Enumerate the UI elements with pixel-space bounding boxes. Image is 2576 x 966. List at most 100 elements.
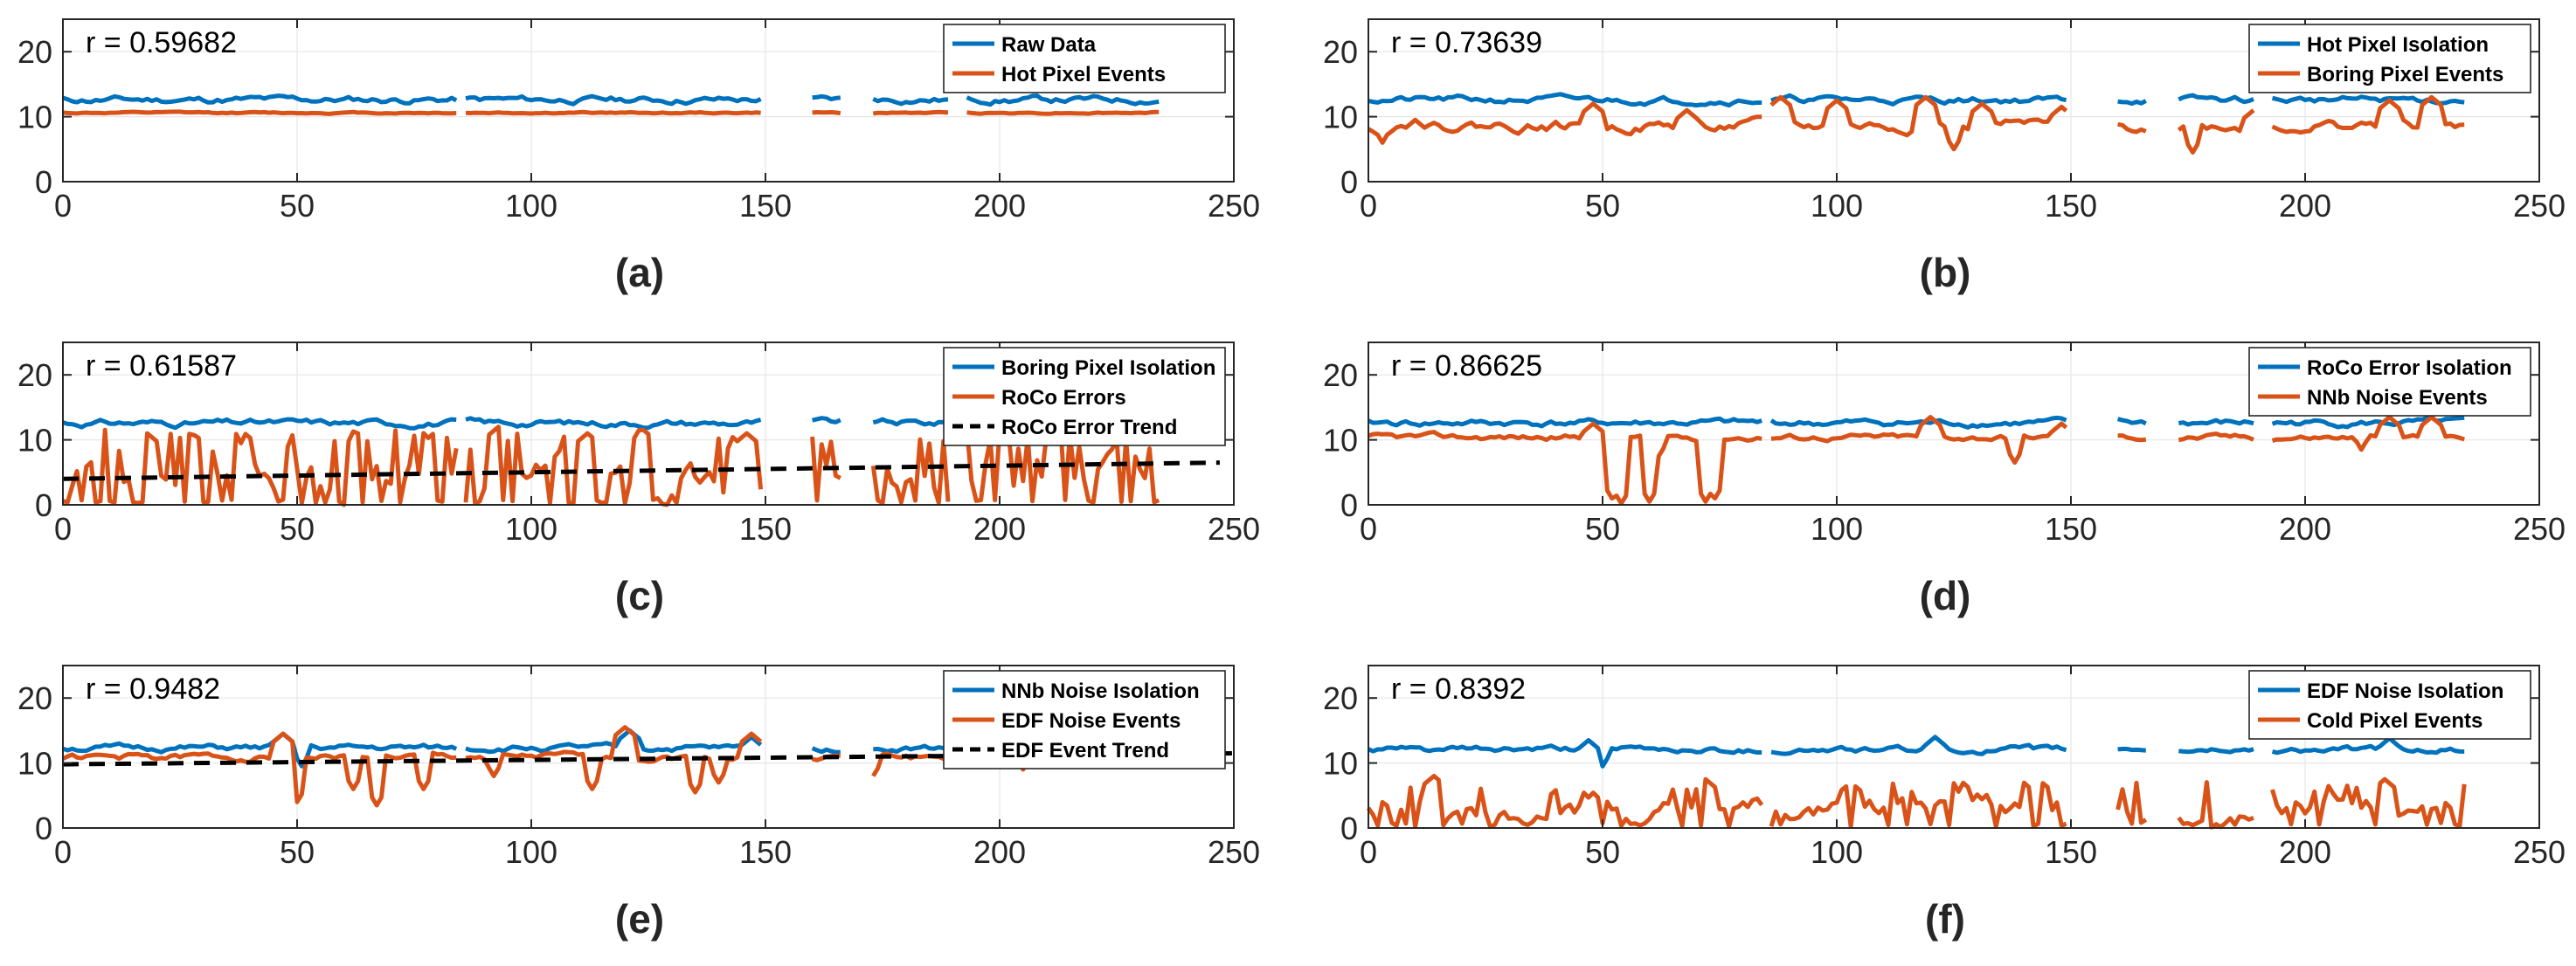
- series-line-2: [1366, 774, 2467, 830]
- panel-caption: (d): [1920, 573, 1971, 618]
- panel-caption: (f): [1925, 896, 1965, 942]
- legend-label: RoCo Error Isolation: [2307, 356, 2512, 380]
- axes-box: [1368, 342, 2540, 506]
- y-tick-label: 10: [17, 100, 52, 135]
- series-line-2: [62, 109, 1160, 116]
- legend-label: Hot Pixel Events: [1001, 63, 1166, 86]
- panel-caption: (a): [615, 250, 664, 295]
- x-tick-label: 100: [505, 834, 557, 870]
- x-tick-label: 200: [2279, 834, 2331, 870]
- correlation-annotation: r = 0.73639: [1391, 26, 1542, 59]
- y-tick-label: 0: [1340, 811, 1358, 846]
- chart-d: 0 50 100 150 200 250 0 10 20 r = 0.86625 RoCo Erro…: [1323, 342, 2566, 618]
- x-tick-label: 100: [1811, 511, 1863, 547]
- x-tick-label: 250: [1208, 188, 1260, 224]
- legend-label: Cold Pixel Events: [2307, 709, 2483, 733]
- panel-caption: (e): [615, 896, 664, 942]
- x-tick-label: 250: [1208, 834, 1260, 870]
- x-tick-label: 150: [739, 188, 792, 224]
- x-tick-label: 150: [2045, 511, 2097, 547]
- y-tick-label: 0: [35, 164, 52, 200]
- axes-box: [62, 342, 1235, 506]
- legend-label: NNb Noise Events: [2307, 386, 2488, 410]
- x-tick-label: 250: [2513, 511, 2566, 547]
- chart-c: 0 50 100 150 200 250 0 10 20 r = 0.61587 Boring Pi…: [17, 342, 1260, 618]
- y-tick-label: 20: [17, 34, 52, 70]
- x-tick-label: 50: [1585, 834, 1620, 870]
- x-tick-label: 150: [739, 511, 792, 547]
- x-tick-label: 150: [2045, 834, 2097, 870]
- x-tick-label: 100: [505, 511, 557, 547]
- x-tick-label: 50: [280, 511, 315, 547]
- y-tick-label: 20: [17, 357, 52, 393]
- correlation-annotation: r = 0.86625: [1391, 349, 1542, 383]
- legend-label: EDF Event Trend: [1001, 739, 1169, 762]
- x-tick-label: 50: [1585, 511, 1620, 547]
- x-tick-label: 200: [2279, 511, 2331, 547]
- y-tick-label: 20: [1323, 680, 1358, 716]
- series-line-2: [1367, 94, 2465, 155]
- y-tick-label: 0: [1340, 487, 1358, 523]
- y-tick-label: 20: [1323, 34, 1358, 70]
- correlation-annotation: r = 0.61587: [86, 349, 237, 383]
- y-tick-label: 0: [35, 487, 52, 523]
- x-tick-label: 100: [1811, 834, 1863, 870]
- axes-box: [1368, 18, 2540, 183]
- y-tick-label: 10: [1323, 100, 1358, 135]
- legend-label: EDF Noise Isolation: [2307, 680, 2503, 703]
- x-tick-label: 0: [1360, 511, 1377, 547]
- x-tick-label: 50: [1585, 188, 1620, 224]
- correlation-annotation: r = 0.59682: [86, 26, 237, 59]
- legend-box: [943, 24, 1226, 93]
- x-tick-label: 200: [2279, 188, 2331, 224]
- x-tick-label: 100: [505, 188, 557, 224]
- y-tick-label: 0: [1340, 164, 1358, 200]
- x-tick-label: 200: [973, 834, 1026, 870]
- panel-caption: (b): [1920, 250, 1971, 295]
- legend-box: [2248, 670, 2531, 740]
- legend-box: [2248, 347, 2531, 417]
- series-line-1: [62, 93, 1160, 107]
- axes-box: [62, 18, 1235, 183]
- y-tick-label: 20: [17, 680, 52, 716]
- series-line-1: [62, 416, 1160, 431]
- x-tick-label: 200: [973, 511, 1026, 547]
- legend-label: Raw Data: [1001, 33, 1097, 57]
- legend-label: RoCo Error Trend: [1001, 416, 1177, 439]
- legend-label: RoCo Errors: [1001, 386, 1126, 410]
- correlation-annotation: r = 0.8392: [1391, 673, 1526, 706]
- y-tick-label: 0: [35, 811, 52, 846]
- y-tick-label: 20: [1323, 357, 1358, 393]
- chart-f: 0 50 100 150 200 250 0 10 20 r = 0.8392 EDF Noise …: [1323, 665, 2566, 942]
- x-tick-label: 0: [1360, 834, 1377, 870]
- panel-caption: (c): [615, 573, 664, 618]
- x-tick-label: 0: [54, 834, 72, 870]
- axes-box: [1368, 665, 2540, 829]
- legend-label: NNb Noise Isolation: [1001, 680, 1200, 703]
- series-line-2: [1368, 415, 2466, 506]
- legend-label: EDF Noise Events: [1001, 709, 1181, 733]
- legend-box: [2248, 24, 2531, 93]
- chart-b: 0 50 100 150 200 250 0 10 20 r = 0.73639 Hot Pixel…: [1323, 18, 2566, 295]
- x-tick-label: 250: [1208, 511, 1260, 547]
- series-line-3: [62, 460, 1220, 481]
- legend-label: Boring Pixel Events: [2307, 63, 2503, 86]
- x-tick-label: 150: [739, 834, 792, 870]
- series-line-1: [1367, 735, 2465, 769]
- x-tick-label: 0: [54, 511, 72, 547]
- axes-box: [62, 665, 1235, 829]
- x-tick-label: 250: [2513, 834, 2566, 870]
- series-line-1: [1367, 415, 2465, 430]
- y-tick-label: 10: [1323, 423, 1358, 459]
- x-tick-label: 250: [2513, 188, 2566, 224]
- x-tick-label: 0: [1360, 188, 1377, 224]
- y-tick-label: 10: [1323, 746, 1358, 782]
- y-tick-label: 10: [17, 746, 52, 782]
- correlation-annotation: r = 0.9482: [86, 673, 220, 706]
- x-tick-label: 150: [2045, 188, 2097, 224]
- y-tick-label: 10: [17, 423, 52, 459]
- series-line-1: [1368, 92, 2465, 108]
- x-tick-label: 50: [280, 188, 315, 224]
- chart-e: 0 50 100 150 200 250 0 10 20 r = 0.9482 NNb Noise …: [17, 665, 1260, 942]
